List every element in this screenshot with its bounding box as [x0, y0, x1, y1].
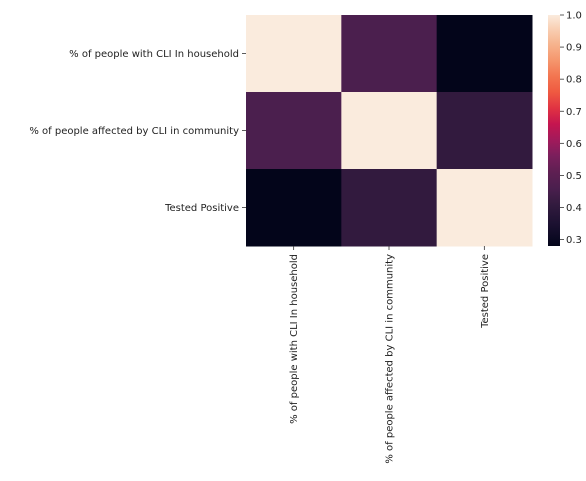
- heatmap-cell-r0-c1: [341, 15, 438, 93]
- y-tick-label: % of people with CLI In household: [69, 49, 239, 60]
- y-tick-label: Tested Positive: [164, 203, 239, 214]
- colorbar-tick-label: 0.6: [566, 139, 582, 150]
- x-tick-label: % of people affected by CLI in community: [385, 254, 396, 464]
- colorbar-tick-label: 0.3: [566, 235, 582, 246]
- heatmap-cell-r1-c2: [436, 92, 533, 170]
- heatmap-cell-r2-c1: [341, 169, 438, 247]
- heatmap-cell-r2-c0: [246, 169, 342, 247]
- x-tick-labels: % of people with CLI In household % of pe…: [289, 246, 491, 464]
- heatmap-cell-r0-c0: [246, 15, 342, 93]
- colorbar-tick-label: 0.5: [566, 171, 582, 182]
- y-tick-label: % of people affected by CLI in community: [29, 126, 239, 137]
- heatmap-cell-r2-c2: [436, 169, 533, 247]
- colorbar-tick-label: 1.0: [566, 11, 582, 22]
- y-tick-labels: % of people with CLI In household % of pe…: [29, 49, 246, 214]
- heatmap-cell-r1-c1: [341, 92, 438, 170]
- colorbar-tick-label: 0.9: [566, 43, 582, 54]
- x-tick-label: Tested Positive: [480, 254, 491, 329]
- colorbar-ticks: 0.3 0.4 0.5 0.6 0.7 0.8 0.9 1.0: [560, 11, 582, 246]
- x-tick-label: % of people with CLI In household: [289, 254, 300, 424]
- colorbar-tick-label: 0.4: [566, 203, 582, 214]
- heatmap-cell-r1-c0: [246, 92, 342, 170]
- heatmap-cells: [246, 15, 533, 247]
- heatmap-cell-r0-c2: [436, 15, 533, 93]
- colorbar-tick-label: 0.7: [566, 107, 582, 118]
- colorbar-tick-label: 0.8: [566, 75, 582, 86]
- colorbar: [548, 15, 560, 246]
